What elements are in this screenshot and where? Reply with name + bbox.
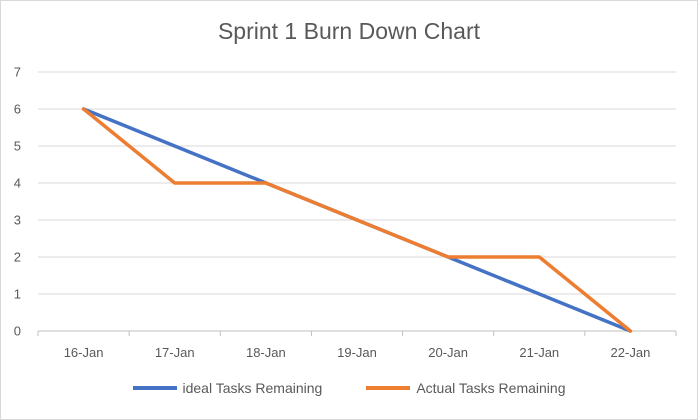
legend-item-actual: Actual Tasks Remaining: [366, 380, 565, 396]
x-tick-label: 20-Jan: [428, 345, 468, 360]
legend-label-ideal: ideal Tasks Remaining: [182, 380, 323, 396]
x-axis-ticks: 16-Jan 17-Jan 18-Jan 19-Jan 20-Jan 21-Jan 22-J…: [37, 331, 677, 360]
y-tick-label: 6: [14, 102, 21, 117]
chart-title: Sprint 1 Burn Down Chart: [217, 18, 481, 44]
x-tick-label: 17-Jan: [155, 345, 195, 360]
y-tick-label: 0: [14, 324, 21, 339]
x-tick-label: 16-Jan: [64, 345, 104, 360]
legend-label-actual: Actual Tasks Remaining: [416, 380, 566, 396]
x-tick-label: 18-Jan: [246, 345, 286, 360]
x-tick-label: 19-Jan: [337, 345, 377, 360]
y-tick-label: 3: [14, 213, 21, 228]
legend-item-ideal: ideal Tasks Remaining: [132, 380, 323, 396]
y-tick-label: 4: [14, 176, 21, 191]
y-tick-label: 5: [14, 139, 21, 154]
y-tick-label: 2: [14, 250, 21, 265]
legend-swatch-actual: [366, 386, 411, 390]
series-line-actual: [81, 107, 633, 333]
y-axis-ticks: 0 1 2 3 4 5 6 7: [14, 65, 21, 339]
legend-swatch-ideal: [132, 386, 177, 390]
x-tick-label: 22-Jan: [611, 345, 651, 360]
y-tick-label: 7: [14, 65, 21, 80]
y-tick-label: 1: [14, 287, 21, 302]
x-tick-label: 21-Jan: [519, 345, 559, 360]
gridlines: [38, 71, 676, 332]
series-lines: [81, 107, 633, 333]
legend: ideal Tasks Remaining Actual Tasks Remai…: [0, 380, 698, 396]
